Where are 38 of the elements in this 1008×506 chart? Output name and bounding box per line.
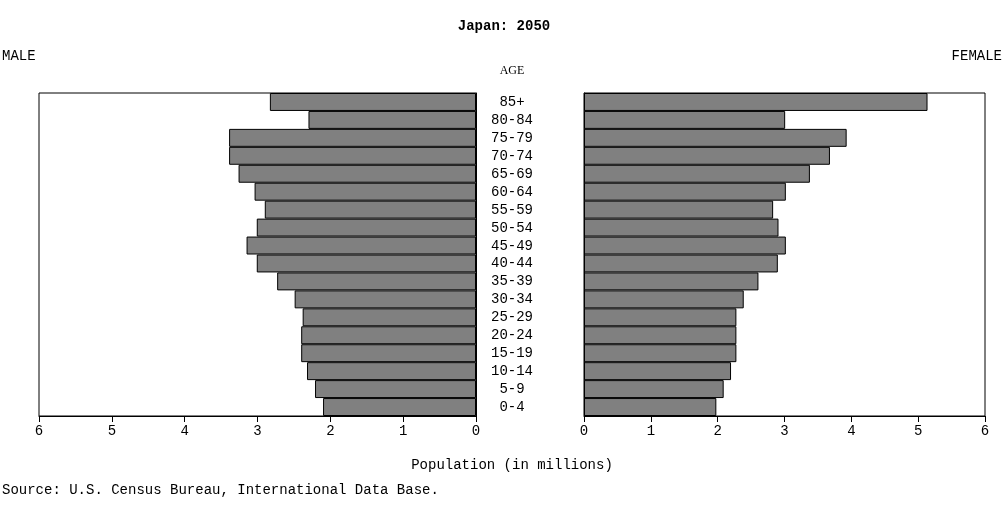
y-tick-label: 10-14 [490, 363, 534, 380]
y-tick-label: 85+ [499, 93, 525, 110]
y-tick-label: 30-34 [490, 291, 534, 308]
x-tick-label: 6 [980, 423, 990, 439]
x-tick-label: 3 [780, 423, 789, 439]
y-tick-label: 80-84 [490, 111, 534, 128]
x-tick-label: 4 [180, 423, 189, 439]
chart-title: Japan: 2050 [457, 18, 551, 34]
x-tick-label: 5 [107, 423, 117, 439]
y-tick-label: 70-74 [490, 147, 534, 164]
y-tick-label: 65-69 [490, 165, 534, 182]
y-tick-label: 0-4 [499, 399, 525, 416]
source-note: Source: U.S. Census Bureau, International Data Base. [2, 482, 439, 498]
x-tick-label: 4 [847, 423, 856, 439]
x-tick-label: 0 [471, 423, 481, 439]
y-tick-label: 50-54 [490, 219, 534, 236]
y-tick-label: 40-44 [490, 255, 534, 272]
x-tick-label: 6 [34, 423, 44, 439]
y-tick-label: 20-24 [490, 327, 534, 344]
y-tick-label: 35-39 [490, 273, 534, 290]
x-tick-label: 1 [646, 423, 656, 439]
chart-subtitle: MALE [2, 48, 36, 64]
y-tick-label: 60-64 [490, 183, 534, 200]
x-tick-label: 2 [713, 423, 722, 439]
x-axis-title: Population (in millions) [411, 457, 613, 473]
y-axis-title: AGE [499, 63, 525, 78]
x-tick-label: 0 [579, 423, 589, 439]
y-tick-label: 45-49 [490, 237, 534, 254]
x-tick-label: 2 [326, 423, 335, 439]
y-tick-label: 5-9 [499, 381, 525, 398]
y-tick-label: 55-59 [490, 201, 534, 218]
chart-subtitle: FEMALE [951, 48, 1002, 64]
y-tick-label: 75-79 [490, 129, 534, 146]
y-tick-label: 25-29 [490, 309, 534, 326]
x-tick-label: 5 [913, 423, 923, 439]
x-tick-label: 1 [398, 423, 408, 439]
x-tick-label: 3 [253, 423, 262, 439]
y-tick-label: 15-19 [490, 345, 534, 362]
